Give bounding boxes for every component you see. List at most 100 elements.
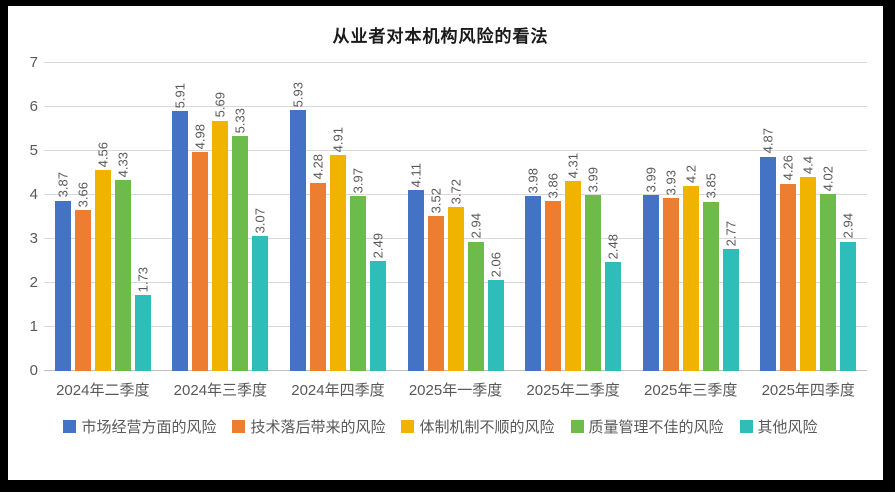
bar-技术落后带来的风险: 3.52	[427, 188, 444, 371]
bar-市场经营方面的风险: 5.93	[289, 82, 306, 371]
bar-chart: 从业者对本机构风险的看法 0 1 2 3 4 5 6 7 3.87 3.66 4.56 4.33 1.7…	[8, 6, 883, 480]
bar-技术落后带来的风险: 3.86	[545, 173, 562, 371]
x-axis-labels: 2024年二季度 2024年三季度 2024年四季度 2025年一季度 2025年二季度…	[44, 371, 867, 400]
bar-value-label: 4.91	[330, 126, 346, 152]
x-axis-category-label: 2024年二季度	[56, 382, 150, 399]
bar-质量管理不佳的风险: 4.02	[820, 166, 837, 371]
bar-质量管理不佳的风险: 5.33	[232, 108, 249, 371]
bar-value-label: 3.72	[448, 179, 464, 205]
legend-label: 质量管理不佳的风险	[588, 419, 724, 436]
bar-value-label: 2.49	[370, 233, 386, 259]
bar-group-2025年二季度: 3.98 3.86 4.31 3.99 2.48	[514, 63, 632, 371]
bar-value-label: 3.98	[525, 167, 541, 193]
legend: 市场经营方面的风险 技术落后带来的风险 体制机制不顺的风险 质量管理不佳的风险 其他风险	[8, 416, 873, 437]
bar-value-label: 3.99	[585, 167, 601, 193]
bar-value-label: 2.06	[488, 252, 504, 278]
bar-group-2025年一季度: 4.11 3.52 3.72 2.94 2.06	[397, 63, 515, 371]
bar-其他风险: 2.77	[722, 221, 739, 371]
bar-value-label: 4.87	[760, 128, 776, 154]
y-axis-tick-label: 2	[29, 274, 38, 292]
bar-其他风险: 2.48	[605, 234, 622, 371]
gridline-y7	[44, 62, 867, 63]
bar-group-2024年二季度: 3.87 3.66 4.56 4.33 1.73	[44, 63, 162, 371]
bar-value-label: 4.31	[565, 153, 581, 179]
bar-group-2024年三季度: 5.91 4.98 5.69 5.33 3.07	[162, 63, 280, 371]
legend-marker-icon	[232, 420, 246, 433]
y-axis-tick-label: 3	[29, 230, 38, 247]
x-axis-category-label: 2024年四季度	[291, 382, 385, 399]
bar-体制机制不顺的风险: 5.69	[212, 92, 229, 371]
bar-质量管理不佳的风险: 3.97	[349, 168, 366, 371]
gridline-y5	[44, 150, 867, 151]
bar-value-label: 4.98	[192, 123, 208, 149]
bar-体制机制不顺的风险: 4.2	[682, 165, 699, 371]
bar-体制机制不顺的风险: 3.72	[447, 179, 464, 371]
bar-市场经营方面的风险: 3.87	[54, 172, 71, 371]
y-axis-tick-label: 6	[29, 98, 38, 115]
bar-value-label: 5.69	[212, 92, 228, 118]
bar-value-label: 4.33	[115, 152, 131, 178]
bar-value-label: 3.93	[663, 169, 679, 196]
bar-体制机制不顺的风险: 4.56	[94, 142, 111, 371]
x-axis-category-label: 2025年四季度	[761, 382, 855, 399]
gridline-y4	[44, 194, 867, 195]
bar-市场经营方面的风险: 3.98	[525, 168, 542, 371]
y-axis-tick-label: 0	[29, 362, 38, 379]
bar-其他风险: 2.06	[487, 252, 504, 371]
bar-体制机制不顺的风险: 4.31	[565, 153, 582, 371]
bar-value-label: 1.73	[135, 266, 151, 292]
bar-value-label: 3.99	[643, 167, 659, 193]
bar-value-label: 2.48	[605, 233, 621, 259]
x-axis-category-label: 2025年二季度	[526, 382, 620, 399]
x-axis-category-label: 2025年一季度	[408, 382, 503, 399]
bar-value-label: 3.66	[75, 181, 91, 207]
legend-item-体制机制不顺的风险: 体制机制不顺的风险	[401, 416, 555, 437]
bar-value-label: 4.4	[800, 156, 816, 175]
bar-value-label: 3.85	[703, 173, 719, 199]
legend-label: 技术落后带来的风险	[250, 419, 386, 436]
bar-质量管理不佳的风险: 2.94	[467, 213, 484, 371]
bar-技术落后带来的风险: 4.28	[309, 154, 326, 371]
bar-value-label: 4.28	[310, 154, 326, 180]
bar-value-label: 3.97	[350, 168, 366, 194]
legend-label: 体制机制不顺的风险	[419, 419, 555, 436]
gridline-y6	[44, 106, 867, 107]
bar-技术落后带来的风险: 4.26	[780, 155, 797, 371]
bar-value-label: 4.02	[820, 165, 836, 192]
bar-其他风险: 3.07	[252, 208, 269, 371]
bar-市场经营方面的风险: 5.91	[172, 83, 189, 371]
y-axis-tick-label: 7	[29, 54, 38, 71]
bar-质量管理不佳的风险: 3.99	[585, 167, 602, 371]
legend-item-市场经营方面的风险: 市场经营方面的风险	[63, 416, 216, 437]
bar-体制机制不顺的风险: 4.4	[800, 156, 817, 371]
bar-value-label: 4.26	[780, 155, 796, 181]
legend-marker-icon	[63, 420, 77, 433]
bar-value-label: 4.56	[95, 142, 111, 168]
bar-value-label: 5.91	[172, 82, 188, 108]
bar-技术落后带来的风险: 4.98	[192, 124, 209, 371]
bar-value-label: 4.11	[408, 162, 424, 188]
bar-质量管理不佳的风险: 4.33	[114, 152, 131, 371]
bar-value-label: 4.2	[683, 165, 699, 184]
bar-技术落后带来的风险: 3.93	[662, 170, 679, 371]
bar-value-label: 3.87	[55, 172, 71, 198]
bar-value-label: 3.52	[428, 187, 444, 214]
bar-市场经营方面的风险: 3.99	[642, 167, 659, 371]
bar-group-2024年四季度: 5.93 4.28 4.91 3.97 2.49	[279, 63, 397, 371]
legend-label: 其他风险	[757, 419, 818, 436]
x-axis-category-label: 2025年三季度	[643, 382, 738, 399]
y-axis-tick-label: 1	[29, 318, 38, 336]
bar-value-label: 2.94	[468, 213, 484, 239]
legend-label: 市场经营方面的风险	[81, 419, 217, 436]
bar-市场经营方面的风险: 4.11	[407, 163, 424, 371]
bar-其他风险: 1.73	[134, 267, 151, 371]
bar-group-2025年四季度: 4.87 4.26 4.4 4.02 2.94	[749, 63, 867, 371]
bar-value-label: 3.86	[545, 172, 561, 199]
legend-item-技术落后带来的风险: 技术落后带来的风险	[232, 416, 385, 437]
legend-item-其他风险: 其他风险	[739, 416, 818, 437]
y-axis-tick-label: 5	[29, 142, 38, 159]
bar-group-2025年三季度: 3.99 3.93 4.2 3.85 2.77	[632, 63, 750, 371]
plot-area: 0 1 2 3 4 5 6 7 3.87 3.66 4.56 4.33 1.73 5.91 4.98 5.69…	[30, 55, 867, 378]
bar-value-label: 2.94	[840, 213, 856, 239]
